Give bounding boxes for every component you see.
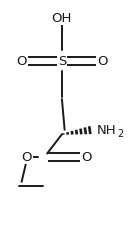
Text: O: O xyxy=(16,55,27,68)
Text: S: S xyxy=(58,55,66,68)
Text: O: O xyxy=(97,55,108,68)
Text: NH: NH xyxy=(97,124,116,137)
Text: O: O xyxy=(81,151,91,164)
Text: 2: 2 xyxy=(118,129,124,139)
Text: O: O xyxy=(22,151,32,164)
Text: OH: OH xyxy=(52,12,72,25)
